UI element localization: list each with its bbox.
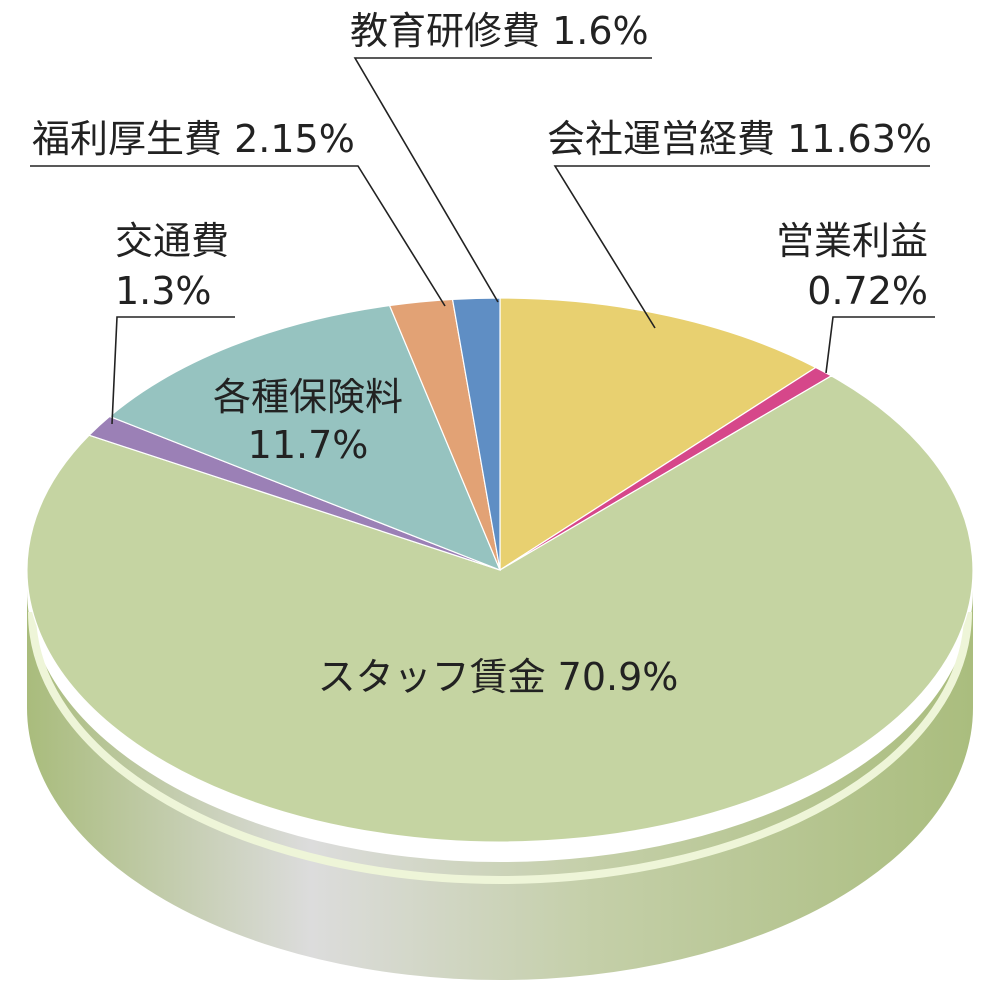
slice-label-fukuri: 福利厚生費 2.15% [32,117,355,161]
leader-lines [30,57,935,425]
slice-label-staff: スタッフ賃金 70.9% [318,655,679,699]
pie-slice-0 [499,297,817,572]
slice-label-kyoiku: 教育研修費 1.6% [350,9,649,53]
slice-label-hoken-name: 各種保険料 [213,375,403,419]
pie-side-wall [27,590,973,980]
slice-label-hoken-value: 11.7% [248,423,369,467]
leader-line-kotsuhi [111,316,235,425]
slice-label-eigyo-name: 営業利益 [776,219,928,263]
leader-line-eigyo [825,316,935,374]
pie-slice-2 [26,375,974,843]
pie-slice-6 [451,297,501,571]
slice-label-eigyo-value: 0.72% [807,269,928,313]
pie-slices [26,297,974,843]
slice-label-kotsuhi-name: 交通費 [115,219,229,263]
pie-slice-4 [108,304,502,572]
leader-line-kaisha [553,165,930,329]
leader-line-fukuri [30,165,446,307]
slice-label-kotsuhi-value: 1.3% [115,269,212,313]
leader-line-kyoiku [353,57,652,303]
pie-rim-highlight [28,611,972,884]
slice-label-kaisha: 会社運営経費 11.63% [547,117,932,161]
